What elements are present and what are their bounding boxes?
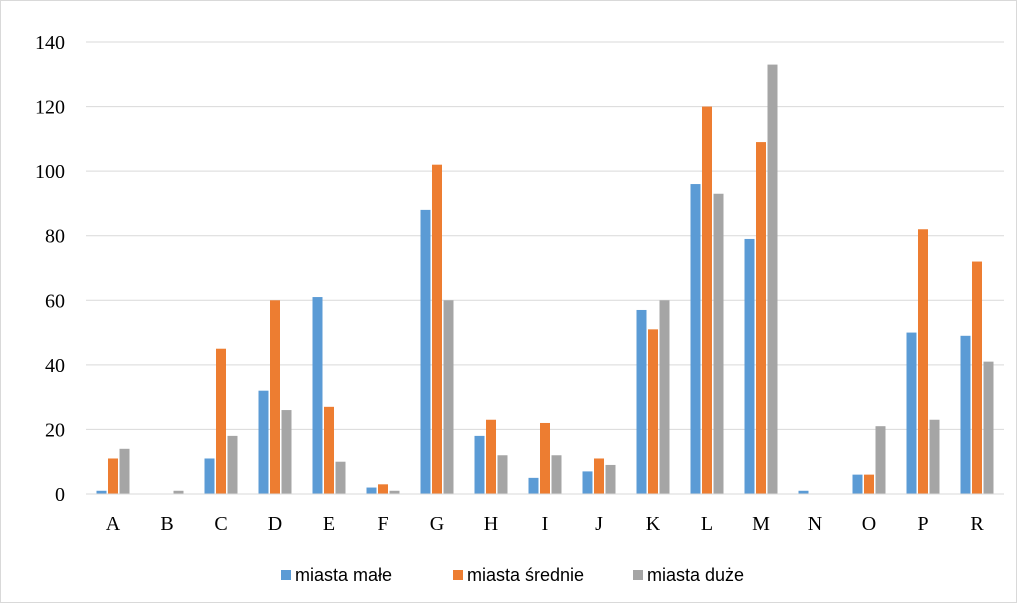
- bar-C-series-2: [216, 348, 226, 494]
- bar-N-series-1: [798, 490, 809, 494]
- bar-P-series-1: [906, 332, 917, 494]
- bar-G-series-1: [420, 209, 431, 494]
- bar-A-series-2: [108, 458, 118, 494]
- x-category-label: E: [323, 513, 335, 535]
- legend-swatch: [633, 570, 643, 580]
- bar-I-series-1: [528, 477, 539, 494]
- y-tick-label: 100: [35, 161, 65, 183]
- y-tick-label: 80: [45, 226, 65, 248]
- bar-L-series-3: [713, 193, 724, 494]
- bar-A-series-3: [119, 448, 130, 494]
- legend-swatch: [453, 570, 463, 580]
- bar-G-series-3: [443, 300, 454, 494]
- bar-G-series-2: [432, 164, 442, 494]
- legend: miasta małe miasta średnie miasta duże: [281, 565, 744, 585]
- legend-swatch: [281, 570, 291, 580]
- x-category-label: J: [595, 513, 603, 535]
- bar-M-series-3: [767, 64, 778, 494]
- bar-I-series-2: [540, 422, 550, 494]
- x-category-label: A: [106, 513, 121, 535]
- bar-K-series-2: [648, 329, 658, 494]
- y-tick-label: 20: [45, 419, 65, 441]
- x-category-label: L: [701, 513, 713, 535]
- bar-C-series-1: [204, 458, 215, 494]
- bar-D-series-2: [270, 300, 280, 494]
- bar-L-series-2: [702, 106, 712, 495]
- bar-E-series-3: [335, 461, 346, 494]
- bar-H-series-3: [497, 455, 508, 494]
- x-category-label: B: [160, 513, 173, 535]
- bar-I-series-3: [551, 455, 562, 494]
- bar-A-series-1: [96, 490, 107, 494]
- bar-M-series-2: [756, 142, 766, 495]
- bar-P-series-3: [929, 419, 940, 494]
- bar-R-series-3: [983, 361, 994, 494]
- bar-O-series-2: [864, 474, 874, 494]
- bar-H-series-2: [486, 419, 496, 494]
- bar-F-series-3: [389, 490, 400, 494]
- bar-H-series-1: [474, 435, 485, 494]
- y-tick-label: 0: [55, 484, 65, 506]
- y-tick-label: 40: [45, 355, 65, 377]
- x-category-label: F: [377, 513, 388, 535]
- bar-P-series-2: [918, 229, 928, 494]
- y-tick-label: 140: [35, 32, 65, 54]
- x-category-label: D: [268, 513, 282, 535]
- x-category-label: N: [808, 513, 822, 535]
- bar-K-series-3: [659, 300, 670, 494]
- bar-E-series-2: [324, 406, 334, 494]
- x-category-label: R: [970, 513, 984, 535]
- y-tick-label: 120: [35, 97, 65, 119]
- bar-C-series-3: [227, 435, 238, 494]
- bar-J-series-2: [594, 458, 604, 494]
- x-category-label: K: [646, 513, 661, 535]
- legend-label: miasta średnie: [467, 565, 584, 585]
- bar-D-series-3: [281, 410, 292, 494]
- bar-O-series-1: [852, 474, 863, 494]
- bar-R-series-2: [972, 261, 982, 494]
- y-axis-tick-labels: 0 20 40 60 80 100 120 140: [35, 32, 65, 506]
- x-category-label: I: [542, 513, 549, 535]
- legend-label: miasta duże: [647, 565, 744, 585]
- bar-J-series-1: [582, 471, 593, 494]
- bar-M-series-1: [744, 238, 755, 494]
- bar-R-series-1: [960, 335, 971, 494]
- bar-L-series-1: [690, 184, 701, 495]
- legend-label: miasta małe: [295, 565, 392, 585]
- bar-K-series-1: [636, 309, 647, 494]
- bar-B-series-3: [173, 490, 184, 494]
- legend-item: miasta małe: [281, 565, 392, 585]
- gridlines: [86, 41, 1004, 430]
- legend-item: miasta średnie: [453, 565, 584, 585]
- bar-F-series-2: [378, 484, 388, 494]
- x-category-label: C: [214, 513, 227, 535]
- x-category-label: G: [430, 513, 444, 535]
- x-category-label: H: [484, 513, 498, 535]
- x-category-label: M: [752, 513, 770, 535]
- bar-D-series-1: [258, 390, 269, 494]
- bars: [96, 64, 994, 495]
- bar-O-series-3: [875, 426, 886, 494]
- bar-F-series-1: [366, 487, 377, 494]
- bar-E-series-1: [312, 297, 323, 494]
- x-category-label: O: [862, 513, 876, 535]
- legend-item: miasta duże: [633, 565, 744, 585]
- bar-J-series-3: [605, 464, 616, 494]
- y-tick-label: 60: [45, 290, 65, 312]
- x-category-label: P: [917, 513, 928, 535]
